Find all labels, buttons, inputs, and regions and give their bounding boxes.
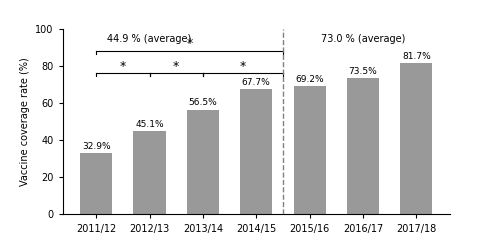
- Text: 44.9 % (average): 44.9 % (average): [108, 34, 192, 44]
- Bar: [80, 154, 112, 214]
- Text: *: *: [240, 60, 246, 73]
- Y-axis label: Vaccine coverage rate (%): Vaccine coverage rate (%): [20, 57, 30, 186]
- Text: *: *: [120, 60, 126, 73]
- Text: 69.2%: 69.2%: [296, 75, 324, 84]
- Bar: [294, 86, 326, 214]
- Text: *: *: [173, 60, 180, 73]
- Bar: [400, 63, 432, 214]
- Text: 73.5%: 73.5%: [348, 67, 378, 76]
- Bar: [347, 78, 379, 214]
- Text: 73.0 % (average): 73.0 % (average): [321, 34, 405, 44]
- Bar: [240, 89, 272, 214]
- Text: 67.7%: 67.7%: [242, 78, 270, 87]
- Text: *: *: [186, 37, 192, 50]
- Text: 32.9%: 32.9%: [82, 142, 110, 151]
- Text: 45.1%: 45.1%: [135, 120, 164, 128]
- Text: 81.7%: 81.7%: [402, 52, 430, 61]
- Text: 56.5%: 56.5%: [188, 98, 218, 107]
- Bar: [134, 131, 166, 214]
- Bar: [187, 110, 219, 214]
